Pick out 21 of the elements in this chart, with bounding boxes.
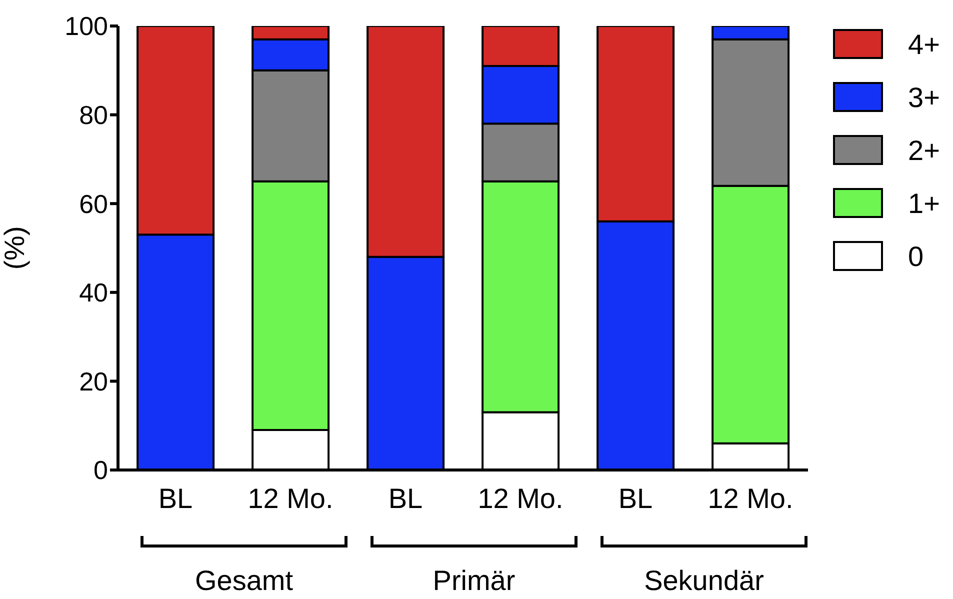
y-tick-label: 80 [79,100,108,130]
x-tick-label: BL [158,482,193,514]
x-tick-label: 12 Mo. [708,482,794,514]
legend-label: 4+ [908,29,940,60]
y-tick-label: 100 [64,11,108,42]
x-tick-label: 12 Mo. [478,482,564,514]
legend-label: 2+ [908,135,940,166]
x-tick-label: 12 Mo. [248,482,334,514]
y-tick-label: 60 [79,188,108,219]
x-tick-label: BL [618,482,653,514]
legend-label: 1+ [908,188,940,219]
legend-label: 0 [908,241,924,272]
legend-label: 3+ [908,82,940,113]
text: Primär [432,565,516,596]
y-axis-title: (%) [0,226,30,270]
y-tick-label: 40 [79,278,108,308]
text: Sekundär [644,565,764,596]
y-tick-label: 0 [94,455,108,486]
y-tick-label: 20 [79,366,108,396]
x-tick-label: BL [388,482,423,514]
text: Gesamt [194,565,294,596]
